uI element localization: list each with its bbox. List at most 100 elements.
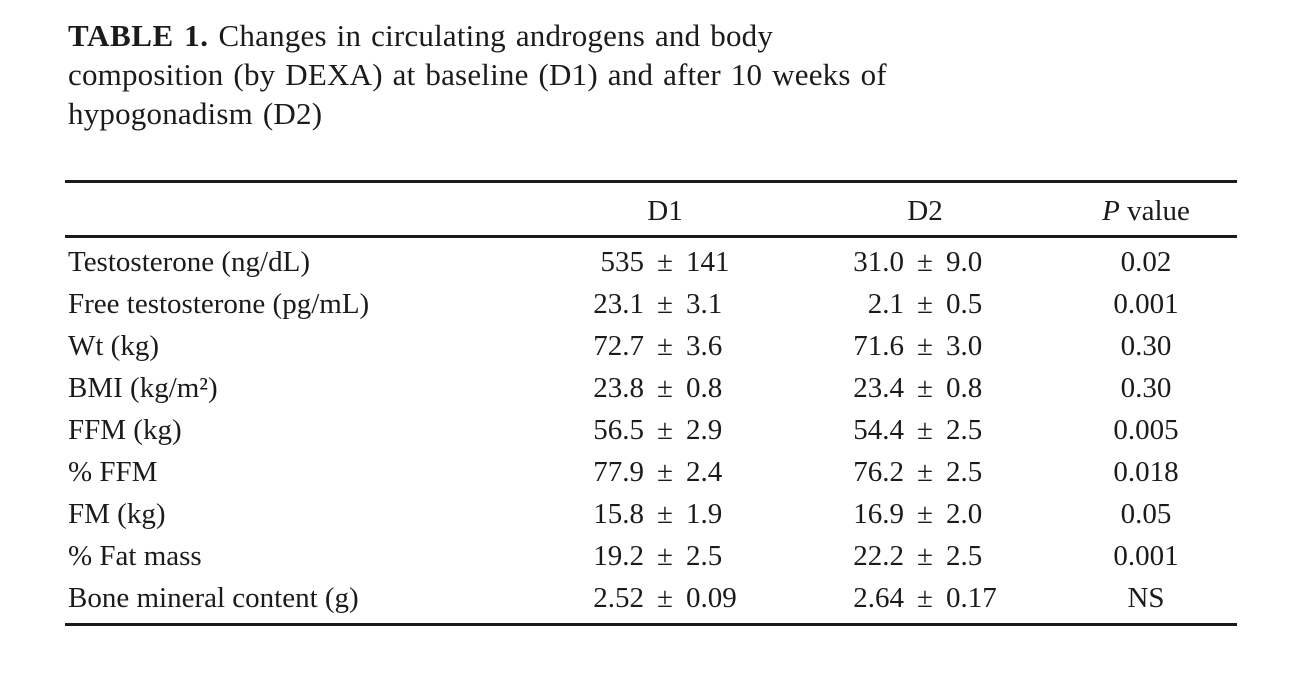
d1-mean: 72.7 [593, 329, 644, 362]
d2-mean: 76.2 [853, 455, 904, 488]
plus-minus-sign: ± [657, 497, 673, 530]
plus-minus-sign: ± [917, 287, 933, 320]
row-label: Testosterone (ng/dL) [68, 245, 310, 278]
d2-mean: 23.4 [853, 371, 904, 404]
plus-minus-sign: ± [917, 329, 933, 362]
d1-sd: 141 [686, 245, 730, 278]
p-value: 0.30 [1120, 371, 1172, 404]
table-bottom-rule [65, 623, 1237, 626]
d2-value: 22.2 ±2.5 [795, 540, 1055, 573]
d2-sd: 2.0 [946, 497, 983, 530]
table-mid-rule [65, 235, 1237, 238]
d1-mean: 15.8 [593, 497, 644, 530]
d1-mean: 23.1 [593, 287, 644, 320]
table-row: Wt (kg) 72.7 ±3.6 71.6 ±3.0 0.30 [65, 325, 1237, 367]
table-row: % FFM 77.9 ±2.4 76.2 ±2.5 0.018 [65, 451, 1237, 493]
p-value: 0.001 [1113, 287, 1179, 320]
d1-mean: 77.9 [593, 455, 644, 488]
d2-sd: 3.0 [946, 329, 983, 362]
d2-value: 2.64 ±0.17 [795, 582, 1055, 615]
plus-minus-sign: ± [657, 455, 673, 488]
d1-mean: 2.52 [593, 581, 644, 614]
table-body: Testosterone (ng/dL) 535 ±141 31.0 ±9.0 0.… [65, 238, 1237, 623]
p-value: 0.001 [1113, 539, 1179, 572]
d1-sd: 2.4 [686, 455, 723, 488]
d1-value: 23.8 ±0.8 [535, 372, 795, 405]
d2-sd: 2.5 [946, 455, 983, 488]
data-table: D1 D2 P value Testosterone (ng/dL) 535 ±1… [65, 180, 1237, 626]
d1-sd: 3.1 [686, 287, 723, 320]
d2-value: 54.4 ±2.5 [795, 414, 1055, 447]
d1-value: 535 ±141 [535, 246, 795, 279]
d2-sd: 2.5 [946, 413, 983, 446]
header-d2: D2 [907, 195, 943, 227]
d2-mean: 2.64 [853, 581, 904, 614]
d2-value: 71.6 ±3.0 [795, 330, 1055, 363]
caption-line-1: TABLE 1. Changes in circulating androgen… [68, 16, 887, 55]
d1-mean: 535 [600, 245, 645, 278]
plus-minus-sign: ± [657, 287, 673, 320]
d2-mean: 71.6 [853, 329, 904, 362]
header-p-value: P value [1102, 195, 1190, 227]
d1-sd: 2.9 [686, 413, 723, 446]
d1-sd: 1.9 [686, 497, 723, 530]
d1-value: 72.7 ±3.6 [535, 330, 795, 363]
caption-line-3: hypogonadism (D2) [68, 96, 323, 131]
table-row: Bone mineral content (g) 2.52 ±0.09 2.64 ±… [65, 577, 1237, 619]
table-number-label: TABLE 1. [68, 18, 209, 53]
row-label: FFM (kg) [68, 413, 182, 446]
row-label: Wt (kg) [68, 329, 159, 362]
d2-mean: 2.1 [867, 287, 904, 320]
d2-sd: 0.17 [946, 581, 997, 614]
row-label: FM (kg) [68, 497, 166, 530]
plus-minus-sign: ± [917, 539, 933, 572]
d1-value: 77.9 ±2.4 [535, 456, 795, 489]
d2-sd: 9.0 [946, 245, 983, 278]
d1-value: 19.2 ±2.5 [535, 540, 795, 573]
d1-sd: 2.5 [686, 539, 723, 572]
table-caption: TABLE 1. Changes in circulating androgen… [68, 16, 887, 133]
d2-value: 16.9 ±2.0 [795, 498, 1055, 531]
plus-minus-sign: ± [917, 581, 933, 614]
d1-mean: 19.2 [593, 539, 644, 572]
d2-value: 23.4 ±0.8 [795, 372, 1055, 405]
d2-mean: 54.4 [853, 413, 904, 446]
d2-value: 76.2 ±2.5 [795, 456, 1055, 489]
plus-minus-sign: ± [917, 371, 933, 404]
plus-minus-sign: ± [657, 329, 673, 362]
d1-sd: 0.09 [686, 581, 737, 614]
table-row: Testosterone (ng/dL) 535 ±141 31.0 ±9.0 0.… [65, 241, 1237, 283]
row-label: Free testosterone (pg/mL) [68, 287, 370, 320]
table-row: FM (kg) 15.8 ±1.9 16.9 ±2.0 0.05 [65, 493, 1237, 535]
row-label: Bone mineral content (g) [68, 581, 359, 614]
d2-sd: 0.5 [946, 287, 983, 320]
table-row: % Fat mass 19.2 ±2.5 22.2 ±2.5 0.001 [65, 535, 1237, 577]
plus-minus-sign: ± [657, 539, 673, 572]
p-value: 0.30 [1120, 329, 1172, 362]
d2-sd: 0.8 [946, 371, 983, 404]
d1-sd: 3.6 [686, 329, 723, 362]
d1-value: 23.1 ±3.1 [535, 288, 795, 321]
table-row: FFM (kg) 56.5 ±2.9 54.4 ±2.5 0.005 [65, 409, 1237, 451]
row-label: % Fat mass [68, 539, 202, 572]
table-header-row: D1 D2 P value [65, 183, 1237, 235]
d1-sd: 0.8 [686, 371, 723, 404]
row-label: BMI (kg/m²) [68, 371, 218, 404]
p-value: 0.02 [1120, 245, 1172, 278]
plus-minus-sign: ± [657, 581, 673, 614]
table-row: BMI (kg/m²) 23.8 ±0.8 23.4 ±0.8 0.30 [65, 367, 1237, 409]
header-d1: D1 [647, 195, 683, 227]
plus-minus-sign: ± [917, 497, 933, 530]
plus-minus-sign: ± [917, 455, 933, 488]
d1-value: 56.5 ±2.9 [535, 414, 795, 447]
table-row: Free testosterone (pg/mL) 23.1 ±3.1 2.1 ±0… [65, 283, 1237, 325]
plus-minus-sign: ± [917, 413, 933, 446]
table-top-rule [65, 180, 1237, 183]
row-label: % FFM [68, 455, 158, 488]
d2-value: 31.0 ±9.0 [795, 246, 1055, 279]
d2-mean: 31.0 [853, 245, 904, 278]
d1-value: 15.8 ±1.9 [535, 498, 795, 531]
d2-mean: 16.9 [853, 497, 904, 530]
p-value: 0.005 [1113, 413, 1179, 446]
